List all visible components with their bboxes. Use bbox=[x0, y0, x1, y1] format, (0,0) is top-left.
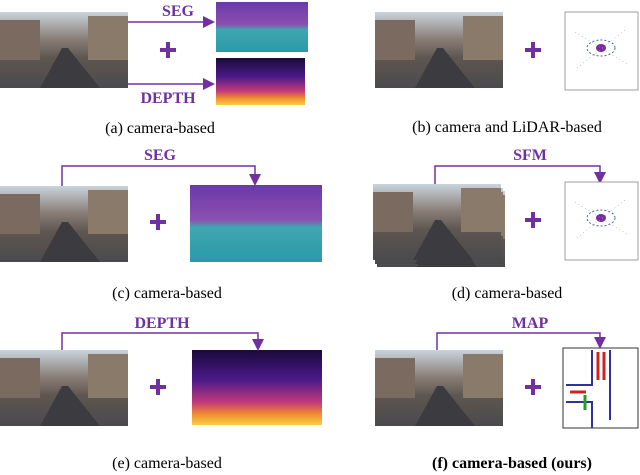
method-label: MAP bbox=[512, 315, 549, 332]
method-label: DEPTH bbox=[140, 90, 196, 107]
caption: (c) camera-based bbox=[112, 285, 222, 302]
method-label: DEPTH bbox=[134, 315, 190, 332]
method-label: SEG bbox=[144, 147, 177, 164]
caption: (a) camera-based bbox=[105, 120, 215, 137]
caption: (e) camera-based bbox=[112, 455, 222, 472]
caption: (b) camera and LiDAR-based bbox=[412, 119, 602, 136]
method-label: SEG bbox=[162, 3, 195, 20]
caption: (f) camera-based (ours) bbox=[432, 455, 592, 472]
caption: (d) camera-based bbox=[452, 285, 563, 302]
method-label: SFM bbox=[513, 147, 547, 164]
